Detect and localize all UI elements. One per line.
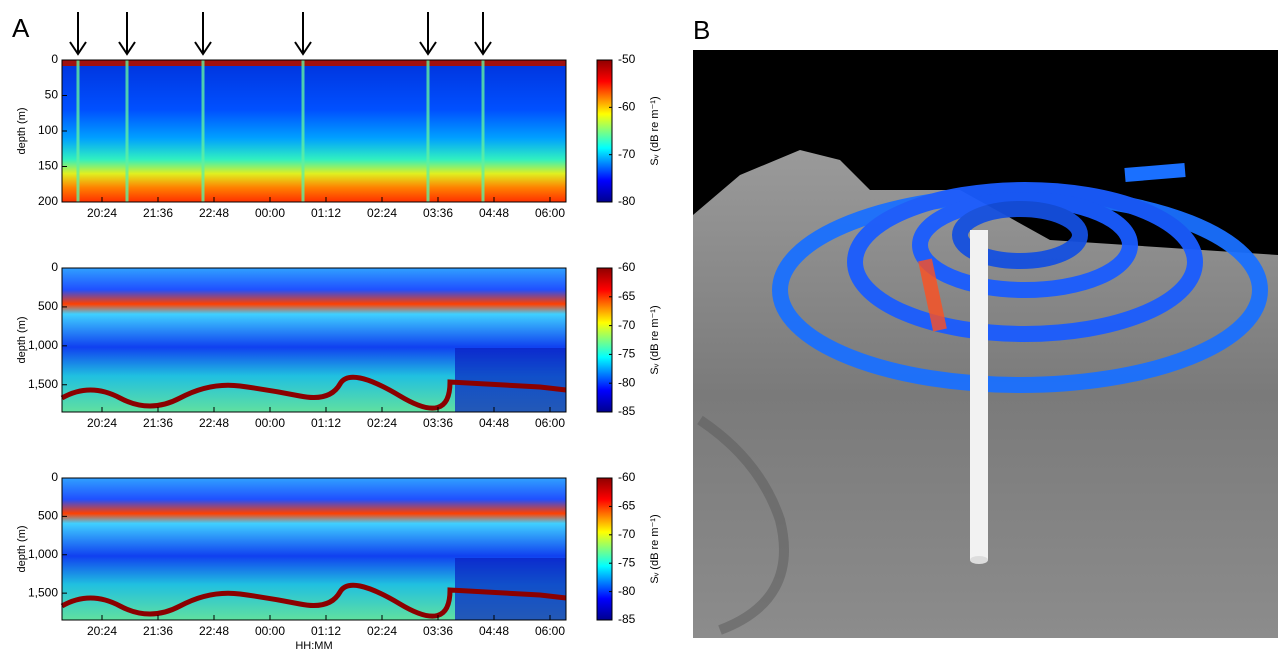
y-axis-label: depth (m) [16, 525, 28, 572]
cast-trace [125, 60, 129, 202]
x-tick-label: 04:48 [479, 206, 509, 220]
bottom-line [60, 374, 567, 411]
colorbar-label: Sᵥ (dB re m⁻¹) [649, 96, 661, 165]
colorbar-tick-label: -60 [618, 260, 636, 274]
x-tick-label: 04:48 [479, 416, 509, 430]
x-tick-label: 02:24 [367, 206, 397, 220]
colorbar-tick-label: -75 [618, 555, 636, 569]
cast-trace [481, 60, 485, 202]
plot-frame [61, 267, 567, 413]
echogram [62, 60, 566, 202]
x-tick-label: 22:48 [199, 206, 229, 220]
x-tick-label: 22:48 [199, 416, 229, 430]
colorbar-tick-label: -70 [618, 318, 636, 332]
cast-trace [76, 60, 80, 202]
colorbar-tick-label: -70 [618, 527, 636, 541]
colorbar-tick-label: -50 [618, 52, 636, 66]
x-tick-label: 01:12 [311, 416, 341, 430]
x-tick-label: 03:36 [423, 624, 453, 638]
colorbar-tick-label: -60 [618, 100, 636, 114]
x-axis-label: HH:MM [295, 640, 332, 652]
x-tick-label: 02:24 [367, 416, 397, 430]
x-tick-label: 06:00 [535, 416, 565, 430]
y-tick-label: 500 [38, 509, 58, 523]
y-tick-label: 0 [51, 470, 58, 484]
y-tick-label: 500 [38, 299, 58, 313]
colorbar-tick-label: -85 [618, 612, 636, 626]
colorbar-tick-label: -60 [618, 470, 636, 484]
x-tick-label: 03:36 [423, 206, 453, 220]
colorbar-tick-label: -75 [618, 347, 636, 361]
y-tick-label: 1,500 [28, 585, 58, 599]
x-tick-label: 03:36 [423, 416, 453, 430]
cast-trace [301, 60, 305, 202]
x-tick-label: 20:24 [87, 206, 117, 220]
x-tick-label: 00:00 [255, 624, 285, 638]
colorbar-tick-label: -65 [618, 499, 636, 513]
x-tick-label: 20:24 [87, 624, 117, 638]
panel-label: B [693, 15, 710, 45]
y-tick-label: 1,500 [28, 377, 58, 391]
colorbar-tick-label: -85 [618, 404, 636, 418]
x-tick-label: 22:48 [199, 624, 229, 638]
colorbar-tick-label: -80 [618, 194, 636, 208]
colorbar [596, 477, 613, 621]
surface-band [62, 60, 566, 66]
y-tick-label: 1,000 [28, 547, 58, 561]
x-tick-label: 00:00 [255, 416, 285, 430]
y-axis-label: depth (m) [16, 316, 28, 363]
panel-b-render [693, 50, 1278, 638]
x-tick-label: 01:12 [311, 206, 341, 220]
cast-trace [201, 60, 205, 202]
x-tick-label: 04:48 [479, 624, 509, 638]
colorbar-tick-label: -80 [618, 375, 636, 389]
cast-trace [426, 60, 430, 202]
colorbar [596, 267, 613, 413]
colorbar-tick-label: -80 [618, 584, 636, 598]
x-tick-label: 21:36 [143, 416, 173, 430]
colorbar-tick-label: -65 [618, 289, 636, 303]
y-tick-label: 200 [38, 194, 58, 208]
colorbar-label: Sᵥ (dB re m⁻¹) [649, 514, 661, 583]
x-tick-label: 21:36 [143, 206, 173, 220]
colorbar [596, 59, 613, 203]
plot-frame [61, 477, 567, 621]
y-tick-label: 0 [51, 52, 58, 66]
x-tick-label: 20:24 [87, 416, 117, 430]
y-tick-label: 100 [38, 123, 58, 137]
y-axis-label: depth (m) [16, 107, 28, 154]
x-tick-label: 01:12 [311, 624, 341, 638]
x-tick-label: 06:00 [535, 624, 565, 638]
y-tick-label: 50 [45, 88, 59, 102]
colorbar-label: Sᵥ (dB re m⁻¹) [649, 305, 661, 374]
y-tick-label: 1,000 [28, 338, 58, 352]
x-tick-label: 02:24 [367, 624, 397, 638]
arrows [69, 12, 492, 56]
panel-label: A [12, 13, 30, 43]
x-tick-label: 21:36 [143, 624, 173, 638]
y-tick-label: 0 [51, 260, 58, 274]
y-tick-label: 150 [38, 159, 58, 173]
x-tick-label: 00:00 [255, 206, 285, 220]
night-block [455, 348, 566, 412]
bottom-line [60, 582, 567, 619]
colorbar-tick-label: -70 [618, 147, 636, 161]
x-tick-label: 06:00 [535, 206, 565, 220]
